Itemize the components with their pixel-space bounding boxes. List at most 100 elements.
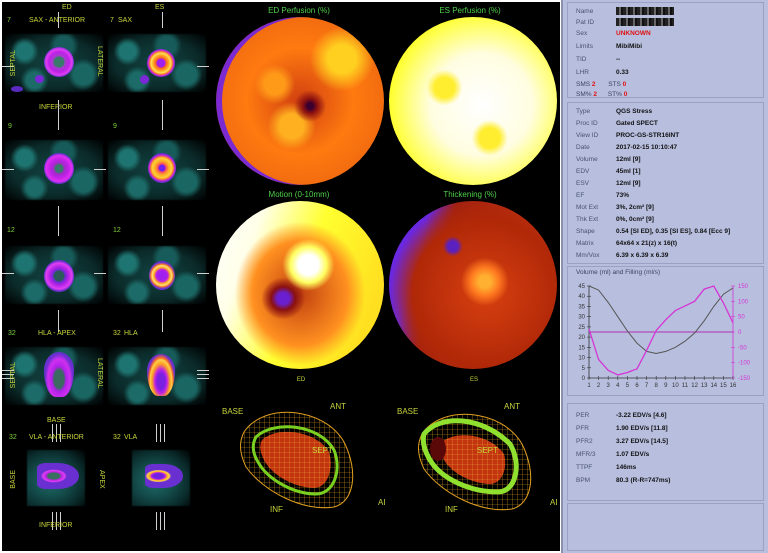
slice-title-es: VLA xyxy=(124,434,138,441)
slice-title-es: HLA xyxy=(124,330,138,337)
study-row: Shape 0.54 [SI ED], 0.35 [SI ES], 0.84 [E… xyxy=(576,228,731,235)
polar-map-es-perfusion[interactable] xyxy=(389,17,557,185)
svg-text:45: 45 xyxy=(578,284,585,290)
svg-text:35: 35 xyxy=(578,304,585,310)
col-header-ed: ED xyxy=(62,4,72,11)
svg-text:1: 1 xyxy=(587,383,591,389)
svg-text:50: 50 xyxy=(738,315,745,321)
slice-number: 32 xyxy=(9,434,17,441)
polar-title-ed-perfusion: ED Perfusion (%) xyxy=(268,6,330,15)
svg-text:0: 0 xyxy=(582,376,586,382)
myocardium-ring-es xyxy=(148,153,176,183)
svg-text:40: 40 xyxy=(578,294,585,300)
lhr-row: LHR 0.33 xyxy=(576,69,629,76)
filling-row: MFR/3 1.07 EDV/s xyxy=(576,451,650,458)
orientation-label-bottom: BASE xyxy=(47,417,66,424)
svg-text:16: 16 xyxy=(730,383,737,389)
svg-text:15: 15 xyxy=(720,383,727,389)
svg-text:100: 100 xyxy=(738,299,749,305)
filling-row: BPM 80.3 (R-R=747ms) xyxy=(576,477,671,484)
label-al: AI xyxy=(550,498,558,507)
image-viewer[interactable]: ED ES 7 SAX - ANTERIOR 7 SAX SEPTAL LATE… xyxy=(2,2,560,551)
label-inf: INF xyxy=(445,505,458,514)
filling-row: PFR 1.90 EDV/s [11.8] xyxy=(576,425,668,432)
svg-text:8: 8 xyxy=(655,383,659,389)
patient-id-row: Pat ID xyxy=(576,18,674,26)
filling-row: TTPF 146ms xyxy=(576,464,637,471)
sex-row: Sex UNKNOWN xyxy=(576,30,651,37)
study-row: Mot Ext 3%, 2cm² [9] xyxy=(576,204,654,211)
label-al: AI xyxy=(378,498,386,507)
slice-number-es: 32 xyxy=(113,330,121,337)
orientation-label-bottom: INFERIOR xyxy=(39,522,73,529)
chart-title: Volume (ml) and Filling (ml/s) xyxy=(576,269,661,276)
volume-chart-box: Volume (ml) and Filling (ml/s) xyxy=(567,266,764,396)
polar-sub-ed: ED xyxy=(296,377,306,383)
study-row: Date 2017-02-15 10:10:47 xyxy=(576,144,678,151)
study-row: Volume 12ml [9] xyxy=(576,156,641,163)
polar-title-motion: Motion (0-10mm) xyxy=(268,190,330,199)
label-ant: ANT xyxy=(504,402,520,411)
slice-number: 9 xyxy=(8,123,12,130)
svg-text:10: 10 xyxy=(578,356,585,362)
svg-text:5: 5 xyxy=(626,383,630,389)
svg-text:7: 7 xyxy=(645,383,649,389)
svg-text:4: 4 xyxy=(616,383,620,389)
label-sept: SEPT xyxy=(477,446,498,455)
label-sept: SEPT xyxy=(312,446,333,455)
myocardium-ring-es xyxy=(149,261,175,290)
orientation-label-left: BASE xyxy=(10,470,17,489)
label-base: BASE xyxy=(222,407,244,416)
redacted-id xyxy=(616,18,674,26)
polar-map-motion[interactable] xyxy=(216,201,384,369)
heart-wireframe-icon xyxy=(418,413,532,511)
tid-row: TID -- xyxy=(576,56,621,63)
slice-number-es: 12 xyxy=(113,227,121,234)
svg-text:14: 14 xyxy=(710,383,717,389)
myocardium-ring xyxy=(44,47,74,77)
svg-text:2: 2 xyxy=(597,383,601,389)
study-row: Thk Ext 0%, 0cm² [9] xyxy=(576,216,654,223)
patient-name-row: Name xyxy=(576,7,674,15)
study-box: Type QGS Stress Proc ID Gated SPECT View ID P… xyxy=(567,102,764,264)
study-row: EDV 45ml [1] xyxy=(576,168,641,175)
filling-box: PER -3.22 EDV/s [4.6] PFR 1.90 EDV/s [11.8]… xyxy=(567,403,764,501)
slice-number: 12 xyxy=(7,227,15,234)
svg-text:5: 5 xyxy=(582,366,586,372)
svg-text:3: 3 xyxy=(607,383,611,389)
slice-number-es: 9 xyxy=(113,123,117,130)
study-row: Matrix 64x64 x 21(z) x 16(t) xyxy=(576,240,678,247)
polar-map-ed-perfusion[interactable] xyxy=(216,17,384,185)
slice-title-es: SAX xyxy=(118,17,133,24)
heart-wireframe-icon xyxy=(240,411,354,509)
slice-number-es: 32 xyxy=(113,434,121,441)
myocardium-hla xyxy=(44,352,74,397)
polar-map-thickening[interactable] xyxy=(389,201,557,369)
svg-text:30: 30 xyxy=(578,315,585,321)
svg-text:150: 150 xyxy=(738,284,749,290)
svg-text:9: 9 xyxy=(664,383,668,389)
patient-box: Name Pat ID Sex UNKNOWN Limits MibiMibi TI… xyxy=(567,2,764,98)
slice-number-es: 7 xyxy=(110,17,114,24)
orientation-label-right: LATERAL xyxy=(96,46,103,77)
redacted-name xyxy=(616,7,674,15)
myocardium-ring-es xyxy=(147,49,175,77)
study-row: Proc ID Gated SPECT xyxy=(576,120,658,127)
filling-row: PER -3.22 EDV/s [4.6] xyxy=(576,412,667,419)
svg-text:25: 25 xyxy=(578,325,585,331)
svg-text:10: 10 xyxy=(672,383,679,389)
svg-text:15: 15 xyxy=(578,345,585,351)
svg-text:-150: -150 xyxy=(738,376,751,382)
sms-row: SMS 2 STS 0 xyxy=(576,81,627,88)
orientation-label-bottom: INFERIOR xyxy=(39,104,73,111)
slice-number: 32 xyxy=(8,330,16,337)
myocardium-hla-es xyxy=(147,354,175,396)
myocardium-ring xyxy=(44,153,74,184)
label-base: BASE xyxy=(397,407,419,416)
empty-box xyxy=(567,503,764,551)
study-row: View ID PROC-GS-STR16INT xyxy=(576,132,680,139)
slice-title: VLA - ANTERIOR xyxy=(29,434,84,441)
orientation-label-left: SEPTAL xyxy=(10,362,17,389)
svg-text:20: 20 xyxy=(578,335,585,341)
